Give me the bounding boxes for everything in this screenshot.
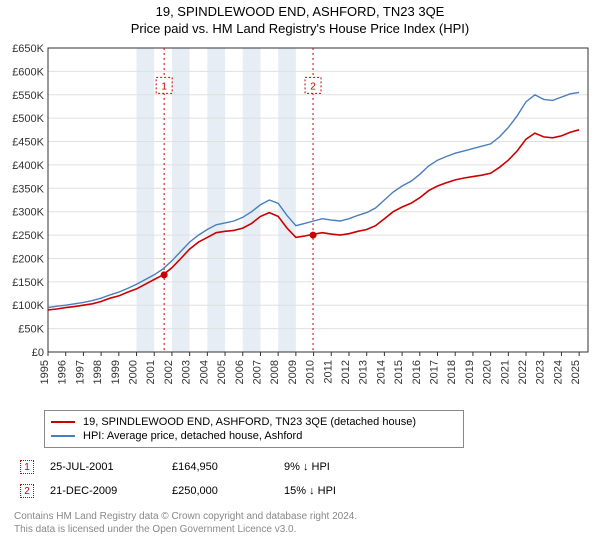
svg-text:2006: 2006	[234, 360, 246, 384]
svg-text:£0: £0	[32, 347, 44, 359]
transaction-date: 21-DEC-2009	[46, 480, 166, 502]
svg-text:2025: 2025	[570, 360, 582, 384]
svg-text:2024: 2024	[552, 360, 564, 384]
legend: 19, SPINDLEWOOD END, ASHFORD, TN23 3QE (…	[44, 410, 464, 448]
footnote: Contains HM Land Registry data © Crown c…	[14, 510, 588, 536]
legend-item: 19, SPINDLEWOOD END, ASHFORD, TN23 3QE (…	[51, 415, 457, 429]
transaction-date: 25-JUL-2001	[46, 456, 166, 478]
svg-text:2: 2	[310, 81, 316, 92]
svg-text:£450K: £450K	[12, 137, 44, 149]
svg-text:2009: 2009	[287, 360, 299, 384]
svg-text:2022: 2022	[517, 360, 529, 384]
transaction-marker: 1	[20, 460, 34, 474]
legend-swatch	[51, 435, 75, 437]
footnote-line-1: Contains HM Land Registry data © Crown c…	[14, 511, 357, 522]
legend-swatch	[51, 421, 75, 423]
legend-label: 19, SPINDLEWOOD END, ASHFORD, TN23 3QE (…	[83, 416, 416, 428]
svg-text:2008: 2008	[269, 360, 281, 384]
svg-text:1999: 1999	[110, 360, 122, 384]
svg-text:1997: 1997	[74, 360, 86, 384]
svg-text:1: 1	[161, 81, 167, 92]
svg-text:2001: 2001	[145, 360, 157, 384]
chart-title: 19, SPINDLEWOOD END, ASHFORD, TN23 3QE	[0, 0, 600, 19]
svg-text:£550K: £550K	[12, 90, 44, 102]
svg-text:£650K: £650K	[12, 43, 44, 55]
svg-text:2013: 2013	[358, 360, 370, 384]
svg-text:2011: 2011	[322, 360, 334, 384]
chart-area: £0 £50K £100K £150K £200K £250K £300K £350K £400…	[0, 42, 600, 402]
transaction-delta: 15% ↓ HPI	[280, 480, 346, 502]
svg-text:2023: 2023	[535, 360, 547, 384]
svg-text:2015: 2015	[393, 360, 405, 384]
transaction-row: 1 25-JUL-2001£164,9509% ↓ HPI	[16, 456, 346, 478]
svg-text:1998: 1998	[92, 360, 104, 384]
legend-label: HPI: Average price, detached house, Ashf…	[83, 430, 302, 442]
svg-text:2020: 2020	[482, 360, 494, 384]
svg-text:2018: 2018	[446, 360, 458, 384]
svg-text:£600K: £600K	[12, 66, 44, 78]
svg-text:2014: 2014	[375, 360, 387, 384]
transaction-marker: 2	[20, 484, 34, 498]
svg-text:2000: 2000	[128, 360, 140, 384]
legend-item: HPI: Average price, detached house, Ashf…	[51, 429, 457, 443]
svg-text:£200K: £200K	[12, 253, 44, 265]
svg-text:2016: 2016	[411, 360, 423, 384]
price-chart-svg: £0 £50K £100K £150K £200K £250K £300K £350K £400…	[0, 42, 600, 402]
svg-text:2019: 2019	[464, 360, 476, 384]
svg-text:2004: 2004	[198, 360, 210, 384]
svg-text:£400K: £400K	[12, 160, 44, 172]
transaction-price: £250,000	[168, 480, 278, 502]
svg-text:£250K: £250K	[12, 230, 44, 242]
svg-text:2012: 2012	[340, 360, 352, 384]
svg-text:£50K: £50K	[18, 324, 44, 336]
transaction-row: 2 21-DEC-2009£250,00015% ↓ HPI	[16, 480, 346, 502]
transaction-price: £164,950	[168, 456, 278, 478]
svg-text:2005: 2005	[216, 360, 228, 384]
svg-text:£150K: £150K	[12, 277, 44, 289]
svg-text:2003: 2003	[181, 360, 193, 384]
svg-text:2010: 2010	[305, 360, 317, 384]
svg-text:2017: 2017	[429, 360, 441, 384]
svg-text:2007: 2007	[251, 360, 263, 384]
chart-subtitle: Price paid vs. HM Land Registry's House …	[0, 19, 600, 42]
svg-text:£500K: £500K	[12, 113, 44, 125]
footnote-line-2: This data is licensed under the Open Gov…	[14, 524, 296, 535]
svg-text:1996: 1996	[57, 360, 69, 384]
svg-text:£100K: £100K	[12, 300, 44, 312]
transaction-delta: 9% ↓ HPI	[280, 456, 346, 478]
svg-text:£300K: £300K	[12, 207, 44, 219]
svg-text:1995: 1995	[39, 360, 51, 384]
svg-text:2021: 2021	[499, 360, 511, 384]
svg-text:2002: 2002	[163, 360, 175, 384]
transactions-table: 1 25-JUL-2001£164,9509% ↓ HPI 2 21-DEC-2009…	[14, 454, 348, 504]
svg-text:£350K: £350K	[12, 183, 44, 195]
